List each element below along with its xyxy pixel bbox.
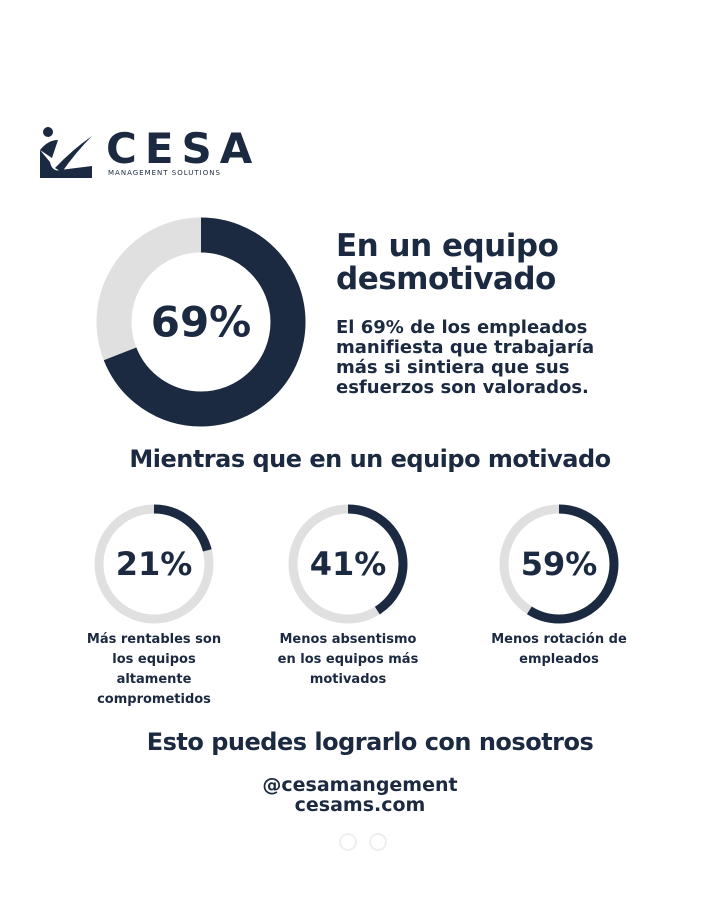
donuts: 69% 21% 41% 59% [94, 217, 619, 624]
donut-arc [288, 504, 408, 624]
subtitle: Mientras que en un equipo motivado [129, 445, 611, 473]
call-to-action: Esto puedes lograrlo con nosotros [146, 728, 594, 756]
donut-label: 41% [310, 545, 387, 583]
stat-text: Menos rotación de empleados [491, 632, 627, 667]
main-title: En un equipo desmotivado [336, 228, 559, 297]
donut-arc [499, 504, 619, 624]
stat-text: Más rentables son los equipos altamente … [86, 632, 222, 707]
page-dot[interactable] [369, 833, 387, 851]
logo-name: CESA [106, 124, 261, 173]
donut-label: 69% [151, 298, 252, 347]
logo-tagline: MANAGEMENT SOLUTIONS [108, 169, 221, 177]
main-text: El 69% de los empleados manifiesta que t… [336, 317, 595, 398]
donut-arc [94, 504, 214, 624]
donut-label: 59% [521, 545, 598, 583]
social-handle[interactable]: @cesamangement [262, 774, 458, 796]
page-dot[interactable] [339, 833, 357, 851]
logo-icon [40, 127, 92, 178]
stat-text: Menos absentismo en los equipos más moti… [277, 632, 419, 687]
donut-arc [96, 217, 306, 427]
donut-label: 21% [116, 545, 193, 583]
website[interactable]: cesams.com [294, 794, 426, 816]
